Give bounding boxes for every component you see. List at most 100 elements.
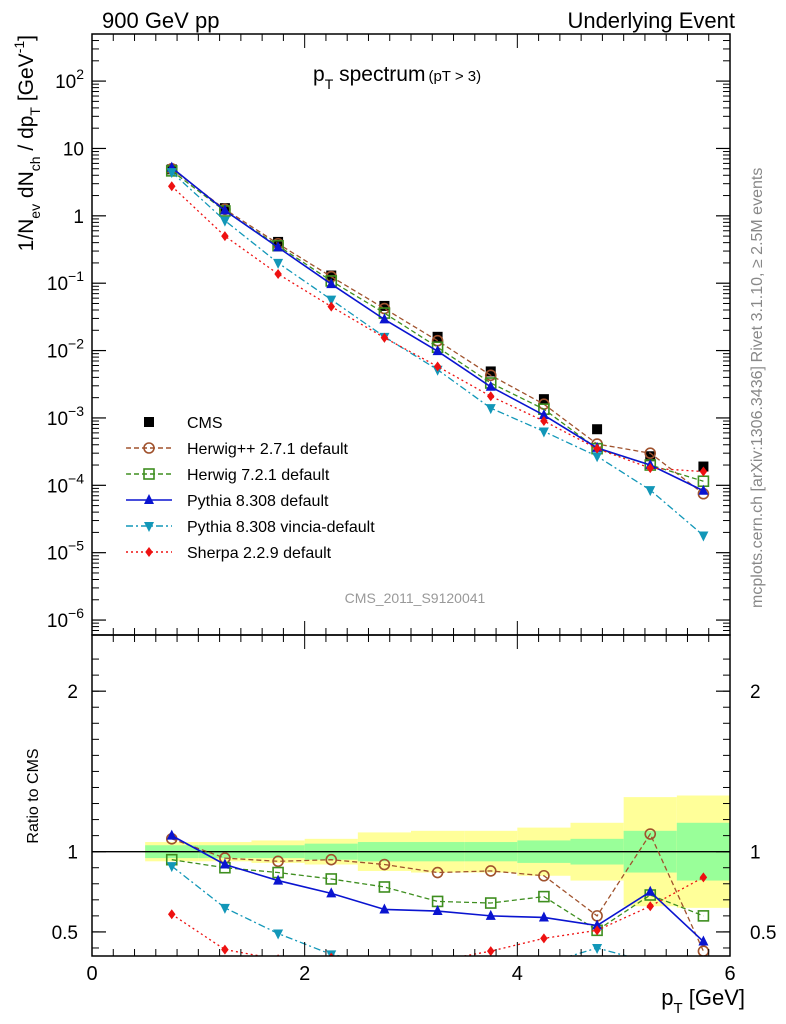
y-tick-label: 10−1: [47, 268, 84, 295]
data-point: [379, 300, 390, 311]
ratio-point: [379, 960, 389, 970]
legend-marker: [144, 522, 154, 532]
data-point: [327, 301, 335, 312]
ratio-point: [379, 903, 390, 914]
y-tick-label: 1: [73, 207, 84, 228]
legend-label: Sherpa 2.2.9 default: [187, 545, 332, 562]
data-point: [484, 369, 497, 382]
header-left: 900 GeV pp: [102, 8, 219, 33]
ratio-point: [538, 911, 549, 922]
x-tick-label: 0: [86, 963, 97, 985]
ratio-line: [171, 859, 704, 932]
ratio-y-tick-label: 2: [67, 682, 78, 703]
ratio-y-tick-label-right: 1: [750, 843, 761, 864]
ratio-point: [484, 865, 497, 877]
data-point: [644, 447, 657, 459]
data-point: [326, 295, 337, 306]
side-text-lower: mcplots.cern.ch [arXiv:1306.3436]: [749, 366, 766, 608]
ratio-point: [328, 952, 334, 956]
y-tick-label: 10−6: [47, 605, 84, 632]
ratio-point: [219, 858, 230, 869]
data-point: [485, 404, 496, 415]
ratio-point: [326, 887, 337, 898]
ratio-line: [171, 832, 705, 952]
ratio-series-4: [168, 872, 708, 956]
spectrum-title: pT spectrum (pT > 3): [313, 63, 481, 92]
legend-label: CMS: [187, 415, 223, 432]
legend-entry: CMS: [144, 415, 223, 432]
series-5: [168, 181, 708, 477]
data-point: [168, 181, 176, 192]
ratio-point: [219, 903, 230, 914]
data-point: [432, 345, 443, 356]
data-point: [645, 451, 656, 462]
ratio-y-tick-label: 0.5: [52, 923, 78, 944]
data-point: [219, 216, 230, 227]
data-point: [433, 361, 442, 372]
legend-marker: [143, 442, 155, 454]
legend-label: Pythia 8.308 vincia-default: [187, 519, 375, 536]
ratio-point: [325, 853, 338, 866]
data-point: [592, 452, 603, 463]
legend: CMS Herwig++ 2.7.1 default Herwig 7.2.1 de…: [126, 415, 375, 562]
ratio-point: [432, 905, 443, 916]
series-3: [166, 161, 709, 495]
ratio-series-3: [166, 862, 630, 975]
series-line: [171, 185, 704, 473]
ratio-point: [166, 862, 177, 873]
ratio-line: [171, 865, 630, 956]
ratio-point: [697, 945, 710, 956]
legend-label: Pythia 8.308 default: [187, 493, 329, 510]
ratio-point: [592, 943, 603, 954]
spectrum-panel: 10−6 10−5 10−4 10−3 10−2 10−1 1 10 102 pT spectr…: [11, 33, 731, 636]
ratio-x-axis-label: pT [GeV]: [661, 985, 745, 1017]
ratio-point: [538, 869, 550, 882]
x-tick-label: 4: [512, 963, 523, 985]
ratio-y-tick-label-right: 0.5: [750, 923, 776, 944]
ratio-point: [540, 933, 548, 944]
ratio-frame: [91, 634, 731, 957]
data-point: [538, 409, 549, 420]
ratio-point: [486, 965, 496, 975]
data-point: [166, 168, 177, 179]
data-point: [273, 241, 284, 252]
ratio-point: [646, 901, 654, 912]
series-2: [165, 165, 710, 488]
spectrum-y-axis-label: 1/Nev dNch / dpT [GeV-1]: [11, 35, 43, 251]
ratio-panel: 0.5 0.5 1 1 2 2 0 2 4 6 Ratio to CMS pT [GeV]: [25, 634, 776, 1017]
data-point: [432, 331, 443, 342]
ratio-point: [325, 873, 338, 885]
ratio-point: [272, 855, 284, 868]
ratio-series-1: [165, 853, 710, 937]
data-point: [379, 313, 390, 324]
ratio-point: [699, 872, 708, 883]
y-tick-label: 10−5: [47, 538, 84, 565]
data-point: [698, 484, 709, 495]
header-right: Underlying Event: [567, 8, 735, 33]
legend-label: Herwig++ 2.7.1 default: [187, 441, 349, 458]
x-tick-label: 2: [299, 963, 310, 985]
y-tick-label: 10−4: [47, 470, 84, 497]
ratio-point: [485, 909, 496, 920]
ratio-point: [644, 828, 657, 840]
data-point: [538, 427, 549, 438]
series-0: [166, 164, 709, 472]
ratio-point: [645, 885, 656, 896]
legend-entry: Herwig++ 2.7.1 default: [126, 441, 349, 458]
data-point: [273, 258, 284, 269]
legend-entry: Herwig 7.2.1 default: [126, 467, 330, 484]
data-point: [274, 268, 282, 279]
legend-entry: Sherpa 2.2.9 default: [126, 545, 332, 562]
legend-marker: [144, 494, 154, 504]
series-line: [171, 170, 704, 482]
ratio-point: [697, 910, 710, 922]
data-point: [592, 424, 603, 435]
ratio-point: [168, 909, 176, 920]
data-point: [221, 231, 229, 242]
data-point: [645, 486, 656, 497]
data-point: [593, 443, 601, 454]
data-point: [219, 204, 230, 215]
legend-label: Herwig 7.2.1 default: [187, 467, 330, 484]
ratio-point: [433, 962, 443, 972]
legend-entry: Pythia 8.308 default: [126, 493, 329, 510]
